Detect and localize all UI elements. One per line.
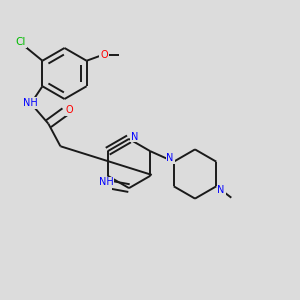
Text: NH: NH	[23, 98, 38, 108]
Text: N: N	[218, 185, 225, 195]
Text: O: O	[66, 105, 74, 115]
Text: O: O	[103, 180, 111, 190]
Text: N: N	[131, 131, 138, 142]
Text: Cl: Cl	[15, 37, 26, 47]
Text: NH: NH	[99, 177, 114, 188]
Text: O: O	[100, 50, 108, 60]
Text: N: N	[167, 153, 174, 163]
